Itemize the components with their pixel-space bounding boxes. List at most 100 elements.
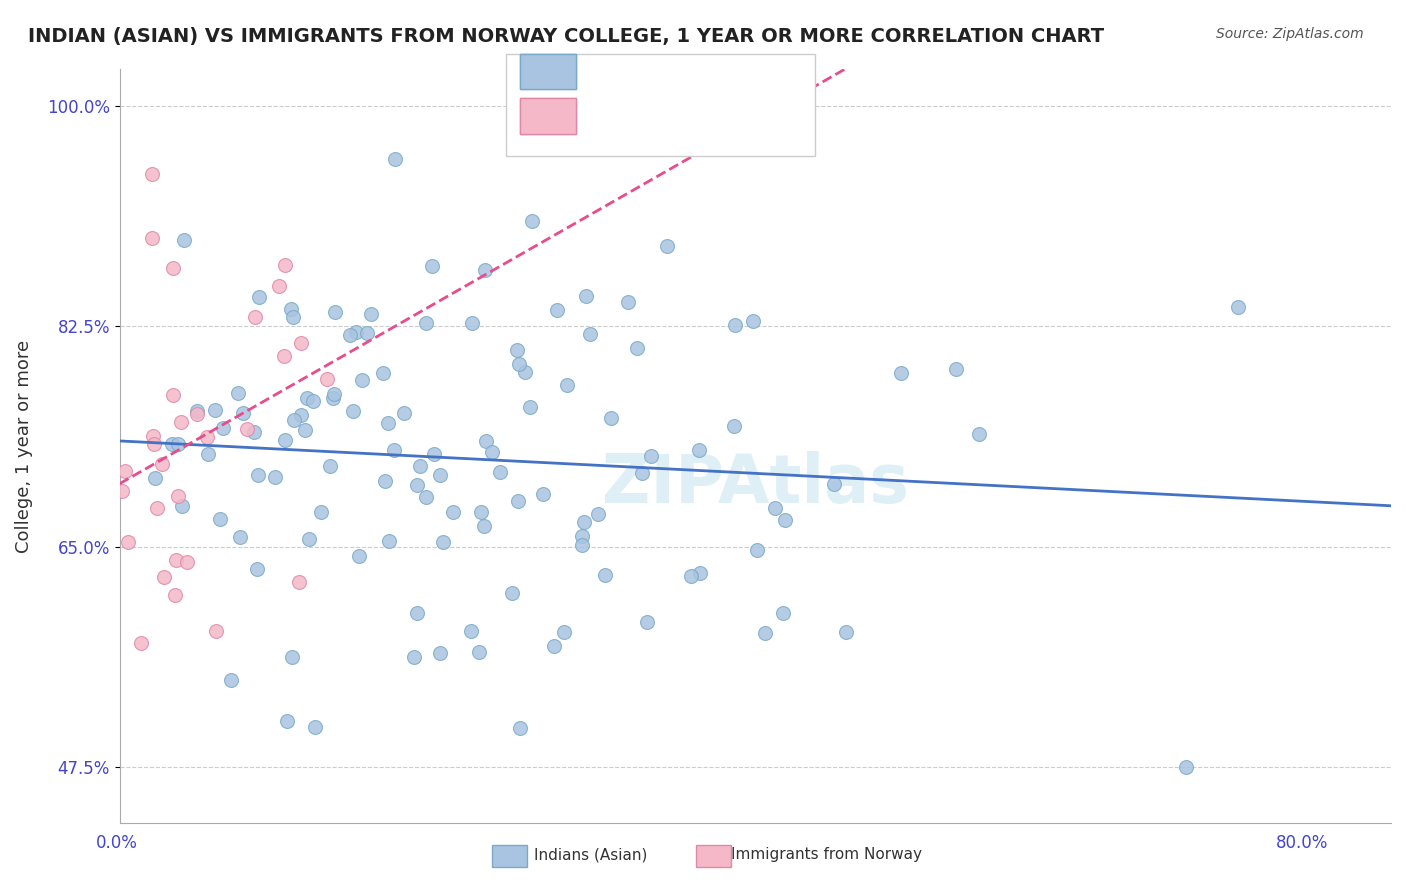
Point xyxy=(509,721,531,735)
Point xyxy=(295,391,318,405)
Point xyxy=(153,569,176,583)
Point xyxy=(579,327,602,342)
Point xyxy=(309,505,332,519)
Point xyxy=(506,343,529,357)
Point xyxy=(319,458,342,473)
Text: R =: R = xyxy=(591,62,627,80)
Text: R =: R = xyxy=(591,107,627,125)
Point xyxy=(392,406,415,420)
Point xyxy=(501,586,523,600)
Point xyxy=(636,615,658,629)
Point xyxy=(377,416,399,430)
Point xyxy=(575,289,598,303)
Text: ZIPAtlas: ZIPAtlas xyxy=(602,450,908,516)
Point xyxy=(441,505,464,519)
Point xyxy=(276,714,298,728)
Point xyxy=(617,295,640,310)
Point xyxy=(508,357,530,371)
Point xyxy=(640,449,662,463)
Text: 116: 116 xyxy=(728,62,761,80)
Point xyxy=(1227,300,1250,314)
Point xyxy=(834,625,856,640)
Point xyxy=(221,673,243,687)
Point xyxy=(470,505,492,519)
Point xyxy=(415,316,437,330)
Point xyxy=(167,437,190,451)
Point xyxy=(681,568,703,582)
Point xyxy=(745,542,768,557)
Point xyxy=(321,391,343,405)
Point xyxy=(142,429,165,443)
Point xyxy=(283,413,305,427)
Point xyxy=(519,400,541,414)
Point xyxy=(316,372,339,386)
Point xyxy=(588,508,610,522)
Text: Source: ZipAtlas.com: Source: ZipAtlas.com xyxy=(1216,27,1364,41)
Point xyxy=(339,327,361,342)
Point xyxy=(555,378,578,392)
Point xyxy=(298,532,321,546)
Point xyxy=(294,423,316,437)
Point xyxy=(274,434,297,448)
Point xyxy=(160,437,183,451)
Point xyxy=(356,326,378,341)
Point xyxy=(571,538,593,552)
Point xyxy=(347,549,370,563)
Point xyxy=(162,388,184,402)
Point xyxy=(247,467,270,482)
Text: Indians (Asian): Indians (Asian) xyxy=(534,847,648,862)
Text: -0.291: -0.291 xyxy=(626,62,679,80)
Point xyxy=(204,403,226,417)
Point xyxy=(290,336,312,351)
Point xyxy=(432,534,454,549)
Point xyxy=(406,478,429,492)
Point xyxy=(304,720,326,734)
Point xyxy=(162,261,184,276)
Point xyxy=(423,446,446,460)
Point xyxy=(281,650,304,665)
Point xyxy=(460,624,482,638)
Text: INDIAN (ASIAN) VS IMMIGRANTS FROM NORWAY COLLEGE, 1 YEAR OR MORE CORRELATION CHA: INDIAN (ASIAN) VS IMMIGRANTS FROM NORWAY… xyxy=(28,27,1104,45)
Point xyxy=(288,575,311,590)
Point xyxy=(243,310,266,324)
Point xyxy=(197,447,219,461)
Point xyxy=(688,442,710,457)
Text: N =: N = xyxy=(682,62,730,80)
Point xyxy=(572,515,595,529)
Point xyxy=(264,470,287,484)
Point xyxy=(167,489,190,503)
Point xyxy=(209,512,232,526)
Point xyxy=(229,530,252,544)
Point xyxy=(170,415,193,429)
Text: 0.050: 0.050 xyxy=(626,107,673,125)
Point xyxy=(1175,760,1198,774)
Point xyxy=(763,501,786,516)
Point xyxy=(226,386,249,401)
Point xyxy=(724,318,747,333)
Point xyxy=(546,303,568,318)
Point xyxy=(420,259,443,273)
Point xyxy=(290,408,312,422)
Point xyxy=(506,494,529,508)
Point xyxy=(186,408,208,422)
Text: 0.0%: 0.0% xyxy=(96,834,138,852)
Point xyxy=(373,366,395,380)
Point xyxy=(754,625,776,640)
Point xyxy=(384,152,406,166)
Text: R = 0.05    N = 29: R = 0.05 N = 29 xyxy=(591,107,742,125)
Point xyxy=(599,411,621,425)
Point xyxy=(515,365,537,379)
Point xyxy=(415,490,437,504)
Point xyxy=(247,290,270,304)
Point xyxy=(823,477,845,491)
Point xyxy=(689,566,711,580)
Point xyxy=(114,464,136,478)
Point xyxy=(741,314,763,328)
Point xyxy=(772,606,794,620)
Point xyxy=(655,239,678,253)
Point xyxy=(150,457,173,471)
Point xyxy=(323,387,346,401)
Point xyxy=(468,645,491,659)
Point xyxy=(176,555,198,569)
Point xyxy=(131,636,153,650)
